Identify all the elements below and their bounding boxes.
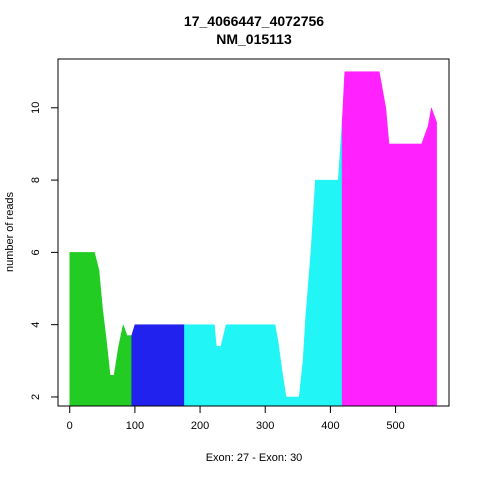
x-axis: 0 100 200 300 400 500 xyxy=(67,405,405,432)
x-tick-label: 400 xyxy=(321,420,339,432)
area-segment-1 xyxy=(69,252,132,407)
y-axis-label: number of reads xyxy=(4,191,16,272)
x-tick-label: 300 xyxy=(256,420,274,432)
plot-areas xyxy=(69,71,437,407)
y-tick-label: 10 xyxy=(30,102,42,114)
x-tick-label: 100 xyxy=(126,420,144,432)
y-tick-label: 2 xyxy=(30,394,42,400)
area-segment-2 xyxy=(131,324,185,407)
x-axis-label: Exon: 27 - Exon: 30 xyxy=(206,452,303,464)
area-segment-3 xyxy=(184,122,343,407)
y-tick-label: 4 xyxy=(30,322,42,328)
x-tick-label: 200 xyxy=(191,420,209,432)
y-tick-label: 6 xyxy=(30,249,42,255)
x-tick-label: 0 xyxy=(67,420,73,432)
area-segment-4 xyxy=(341,71,437,407)
y-axis: 2 4 6 8 10 xyxy=(30,102,59,400)
x-tick-label: 500 xyxy=(386,420,404,432)
y-tick-label: 8 xyxy=(30,177,42,183)
chart-subtitle: NM_015113 xyxy=(216,31,292,47)
chart-title: 17_4066447_4072756 xyxy=(184,13,324,29)
